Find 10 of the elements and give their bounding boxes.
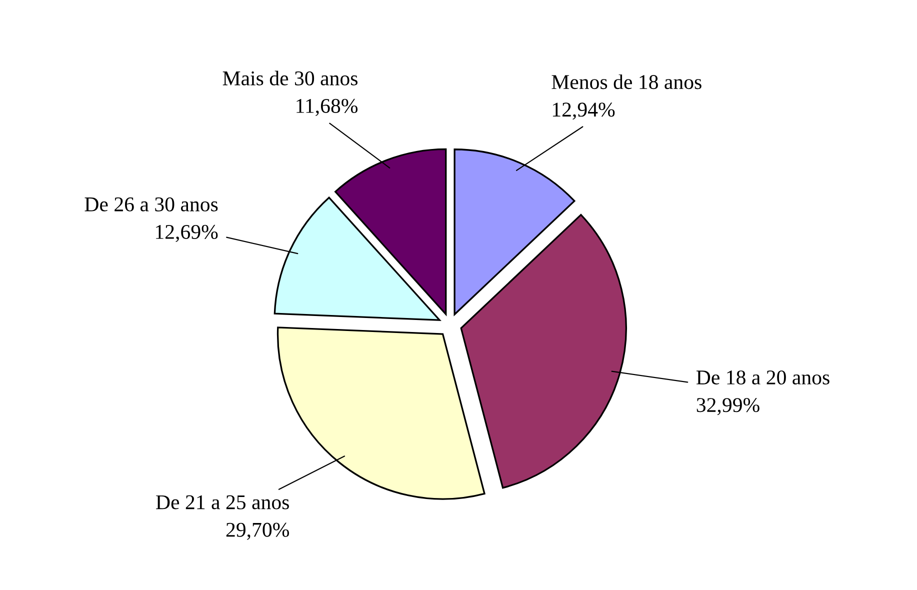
data-label: 12,94% bbox=[552, 102, 615, 120]
slice-label: De 21 a 25 anos bbox=[156, 495, 289, 510]
data-label: 32,99% bbox=[696, 398, 760, 416]
data-label: 29,70% bbox=[226, 522, 290, 540]
slice-label: De 26 a 30 anos bbox=[84, 197, 218, 212]
slice-label: Mais de 30 anos bbox=[222, 70, 358, 86]
slice-label: De 18 a 20 anos bbox=[696, 370, 830, 385]
data-label: 11,68% bbox=[296, 98, 358, 116]
slice-label: Menos de 18 anos bbox=[552, 74, 702, 90]
data-label: 12,69% bbox=[156, 224, 218, 242]
